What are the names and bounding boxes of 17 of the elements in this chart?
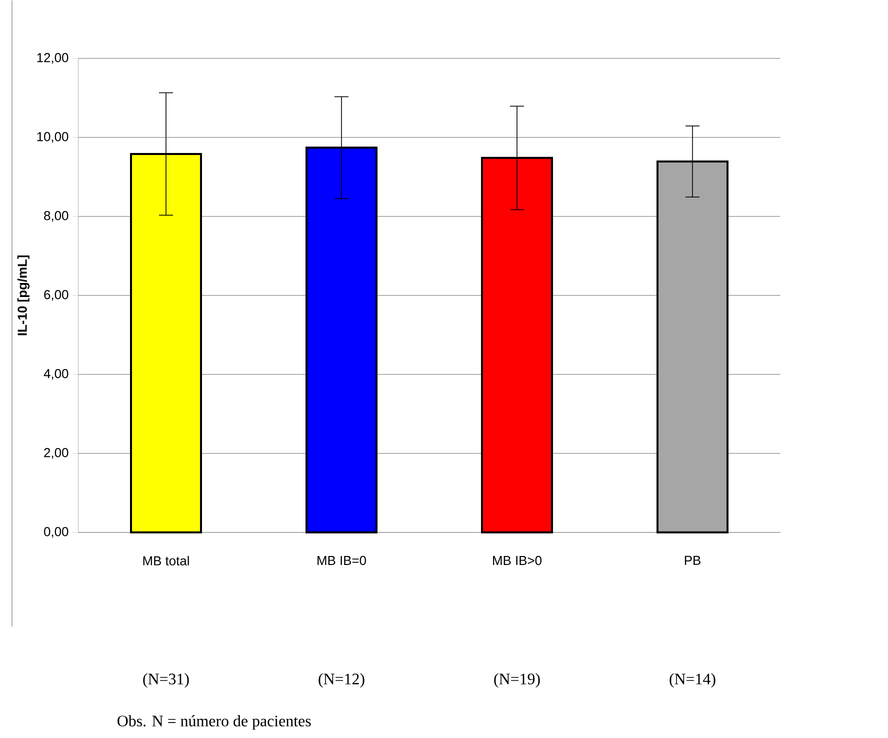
y-tick-label: 10,00 (37, 132, 68, 143)
x-tick-label: PB (684, 556, 700, 565)
x-tick-label: MB IB=0 (318, 556, 366, 565)
y-tick-label: 2,00 (44, 448, 68, 459)
text: (N=31) (143, 672, 189, 688)
text: (N=12) (318, 672, 364, 688)
y-tick-label: 0,00 (44, 526, 68, 538)
y-axis-title: IL-10 [pg/mL] (17, 255, 30, 335)
text: (N=19) (494, 672, 540, 688)
x-tick-label: MB IB>0 (493, 556, 542, 565)
y-tick-label: 12,00 (37, 52, 68, 64)
text: Obs. N = número de pacientes (118, 714, 311, 730)
y-tick-label: 8,00 (44, 210, 68, 222)
y-tick-label: 4,00 (44, 368, 68, 380)
text: (N=14) (670, 672, 716, 688)
x-tick-label: MB total (143, 556, 189, 566)
y-tick-label: 6,00 (44, 290, 68, 301)
